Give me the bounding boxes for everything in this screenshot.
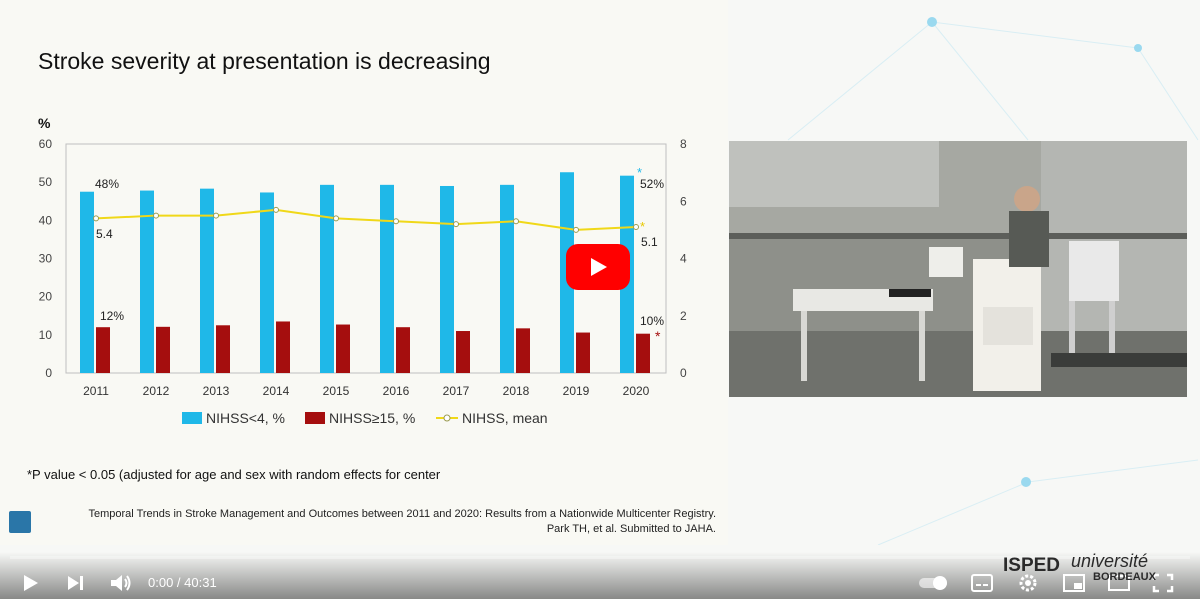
time-current: 0:00 <box>148 575 174 590</box>
y-tick-label: 40 <box>39 213 53 227</box>
x-tick-label: 2012 <box>143 384 170 398</box>
y-axis-label: % <box>38 115 51 131</box>
fullscreen-icon[interactable] <box>1152 573 1174 593</box>
y2-tick-label: 0 <box>680 366 687 380</box>
legend-swatch-nihss-ge15 <box>305 412 325 424</box>
time-separator: / <box>173 575 185 590</box>
y-tick-label: 10 <box>39 328 53 342</box>
bar-nihss-lt4 <box>260 192 274 373</box>
autoplay-toggle-icon[interactable] <box>918 574 950 592</box>
x-tick-label: 2015 <box>323 384 350 398</box>
point-nihss-mean <box>213 212 219 219</box>
x-tick-label: 2013 <box>203 384 230 398</box>
point-nihss-mean <box>573 226 579 233</box>
time-display: 0:00 / 40:31 <box>148 575 217 590</box>
label-mean-last: 5.1 <box>641 235 658 249</box>
x-tick-label: 2016 <box>383 384 410 398</box>
speaker-scene-image <box>729 141 1187 397</box>
y-tick-label: 0 <box>45 366 52 380</box>
point-nihss-mean <box>93 215 99 222</box>
player-controls-bar <box>0 552 1200 599</box>
isped-watermark: ISPED <box>1003 555 1061 576</box>
y-tick-label: 60 <box>39 137 53 151</box>
y2-tick-label: 8 <box>680 137 687 151</box>
star-mean: * <box>640 219 645 234</box>
bordeaux-watermark: BORDEAUX <box>1093 571 1156 583</box>
point-nihss-mean <box>453 221 459 228</box>
bar-nihss-ge15 <box>456 331 470 373</box>
time-total: 40:31 <box>184 575 217 590</box>
x-tick-label: 2019 <box>563 384 590 398</box>
label-mean-first: 5.4 <box>96 227 113 241</box>
y2-tick-label: 2 <box>680 309 687 323</box>
bar-nihss-ge15 <box>516 328 530 373</box>
legend-label-nihss-ge15: NIHSS≥15, % <box>329 410 415 426</box>
play-icon[interactable] <box>20 573 40 593</box>
point-nihss-mean <box>273 206 279 213</box>
bar-nihss-lt4 <box>140 190 154 373</box>
label-nihss-ge15-first: 12% <box>100 309 124 323</box>
youtube-play-icon[interactable] <box>566 244 630 290</box>
x-tick-label: 2017 <box>443 384 470 398</box>
star-nihss-lt4: * <box>637 165 642 180</box>
y2-tick-label: 6 <box>680 194 687 208</box>
subtitles-icon[interactable] <box>971 573 993 593</box>
network-background <box>787 17 1199 545</box>
bar-nihss-lt4 <box>320 184 334 373</box>
speaker-camera-view <box>729 141 1187 397</box>
point-nihss-mean <box>633 224 639 231</box>
slide-footnote: *P value < 0.05 (adjusted for age and se… <box>27 467 441 482</box>
point-nihss-mean <box>333 215 339 222</box>
bar-nihss-ge15 <box>396 327 410 373</box>
universite-watermark: université <box>1071 551 1149 571</box>
legend-marker-nihss-mean <box>443 414 451 422</box>
bar-nihss-lt4 <box>440 185 454 373</box>
bar-nihss-ge15 <box>276 321 290 373</box>
bar-nihss-lt4 <box>80 191 94 373</box>
next-icon[interactable] <box>66 574 86 592</box>
legend-label-nihss-mean: NIHSS, mean <box>462 410 548 426</box>
label-nihss-ge15-last: 10% <box>640 314 664 328</box>
slide-title: Stroke severity at presentation is decre… <box>38 48 491 74</box>
stroke-severity-chart: % 0 10 20 30 40 50 60 0 2 4 6 8 2011 2012 2013 2014 20… <box>38 115 687 426</box>
reference-line-1: Temporal Trends in Stroke Management and… <box>88 508 716 520</box>
settings-icon[interactable] <box>1017 572 1039 594</box>
slide-logo-icon <box>9 511 31 533</box>
label-nihss-lt4-first: 48% <box>95 177 119 191</box>
bar-nihss-ge15 <box>336 324 350 373</box>
plot-frame <box>65 143 667 374</box>
bar-nihss-ge15 <box>96 327 110 373</box>
point-nihss-mean <box>393 218 399 225</box>
point-nihss-mean <box>153 212 159 219</box>
label-nihss-lt4-last: 52% <box>640 177 664 191</box>
y-tick-label: 30 <box>39 252 53 266</box>
volume-icon[interactable] <box>109 572 133 594</box>
bar-nihss-lt4 <box>200 188 214 373</box>
star-nihss-ge15: * <box>655 328 661 344</box>
bar-nihss-ge15 <box>576 332 590 373</box>
bar-nihss-lt4 <box>380 184 394 373</box>
point-nihss-mean <box>513 218 519 225</box>
x-tick-label: 2020 <box>623 384 650 398</box>
y-tick-label: 50 <box>39 175 53 189</box>
bar-nihss-ge15 <box>216 325 230 373</box>
progress-bar[interactable] <box>10 556 1190 559</box>
y-tick-label: 20 <box>39 290 53 304</box>
x-tick-label: 2018 <box>503 384 530 398</box>
miniplayer-icon[interactable] <box>1062 573 1086 593</box>
line-nihss-mean <box>95 208 637 231</box>
bar-nihss-lt4 <box>500 184 514 373</box>
x-tick-label: 2014 <box>263 384 290 398</box>
y2-tick-label: 4 <box>680 252 687 266</box>
reference-line-2: Park TH, et al. Submitted to JAHA. <box>546 523 716 535</box>
x-tick-label: 2011 <box>83 384 109 398</box>
bar-nihss-ge15 <box>156 326 170 373</box>
theater-mode-icon[interactable] <box>1107 573 1131 593</box>
bar-nihss-ge15 <box>636 333 650 373</box>
legend-swatch-nihss-lt4 <box>182 412 202 424</box>
legend-label-nihss-lt4: NIHSS<4, % <box>206 410 285 426</box>
